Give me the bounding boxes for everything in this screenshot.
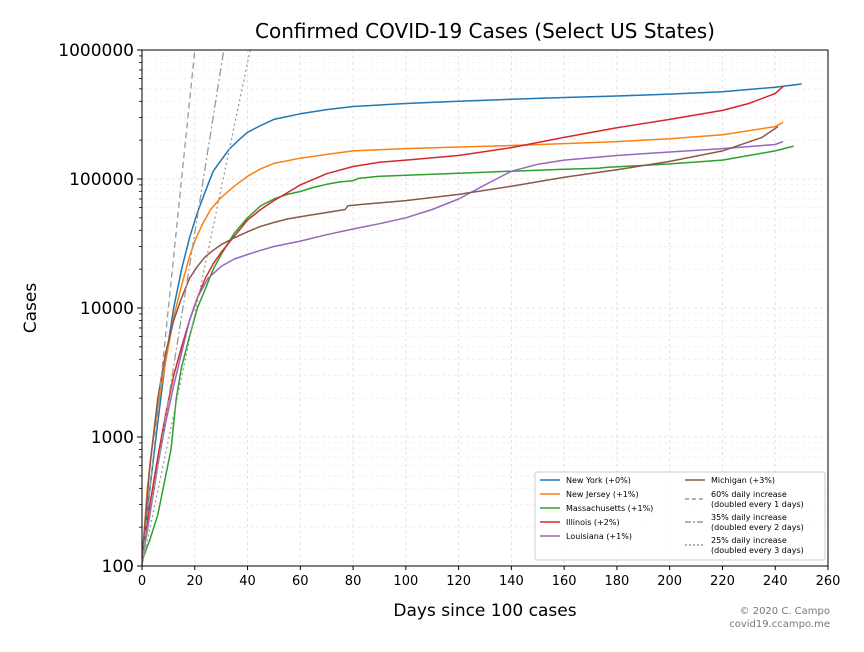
x-tick-label: 140 [499, 574, 524, 589]
legend-label-2: Massachusetts (+1%) [566, 504, 653, 513]
legend-label-4: Louisiana (+1%) [566, 532, 632, 541]
legend-label-line: (doubled every 2 days) [711, 523, 804, 532]
legend-label-line: 60% daily increase [711, 490, 787, 499]
y-tick-label: 10000 [80, 299, 134, 319]
y-tick-label: 100000 [69, 170, 134, 190]
y-tick-label: 1000 [91, 428, 134, 448]
legend-label-line: Illinois (+2%) [566, 518, 620, 527]
series-line-5 [142, 125, 779, 561]
legend-label-line: 35% daily increase [711, 513, 787, 522]
series-line-0 [142, 83, 802, 561]
x-tick-label: 60 [292, 574, 309, 589]
series-line-3 [142, 86, 784, 561]
x-tick-label: 200 [657, 574, 682, 589]
legend-label-0: New York (+0%) [566, 476, 631, 485]
legend-label-line: (doubled every 3 days) [711, 546, 804, 555]
credit-line-1: © 2020 C. Campo [739, 606, 830, 617]
legend-label-line: New York (+0%) [566, 476, 631, 485]
x-tick-label: 220 [710, 574, 735, 589]
legend-label-line: Michigan (+3%) [711, 476, 775, 485]
legend-label-1: New Jersey (+1%) [566, 490, 639, 499]
series-line-1 [142, 121, 784, 561]
x-tick-label: 0 [138, 574, 146, 589]
x-tick-label: 40 [239, 574, 256, 589]
x-axis-label: Days since 100 cases [393, 601, 576, 621]
legend-label-line: Louisiana (+1%) [566, 532, 632, 541]
legend-label-line: Massachusetts (+1%) [566, 504, 653, 513]
y-tick-label: 100 [102, 557, 134, 577]
series-line-4 [142, 140, 784, 561]
legend: New York (+0%) New Jersey (+1%) Massachuse… [534, 471, 826, 561]
legend-label-line: (doubled every 1 days) [711, 500, 804, 509]
legend-label-5: Michigan (+3%) [711, 476, 775, 485]
chart-title: Confirmed COVID-19 Cases (Select US Stat… [255, 19, 715, 43]
x-tick-label: 180 [605, 574, 630, 589]
x-tick-label: 80 [345, 574, 362, 589]
series-lines [142, 50, 802, 566]
x-tick-label: 240 [763, 574, 788, 589]
legend-label-8: 25% daily increase (doubled every 3 days) [711, 536, 804, 555]
grid-lines [142, 50, 828, 566]
legend-label-7: 35% daily increase (doubled every 2 days) [711, 513, 804, 532]
legend-label-6: 60% daily increase (doubled every 1 days) [711, 490, 804, 509]
x-tick-label: 100 [393, 574, 418, 589]
x-tick-label: 260 [816, 574, 841, 589]
legend-box [534, 471, 826, 561]
x-tick-label: 20 [186, 574, 203, 589]
credit-line-2: covid19.ccampo.me [729, 619, 830, 630]
series-line-6 [142, 50, 196, 566]
legend-label-line: New Jersey (+1%) [566, 490, 639, 499]
legend-label-3: Illinois (+2%) [566, 518, 620, 527]
legend-label-line: 25% daily increase [711, 536, 787, 545]
x-tick-label: 120 [446, 574, 471, 589]
x-tick-label: 160 [552, 574, 577, 589]
y-tick-label: 1000000 [58, 41, 134, 61]
series-line-2 [142, 145, 794, 561]
series-line-7 [142, 50, 225, 566]
y-axis-label: Cases [21, 283, 41, 334]
